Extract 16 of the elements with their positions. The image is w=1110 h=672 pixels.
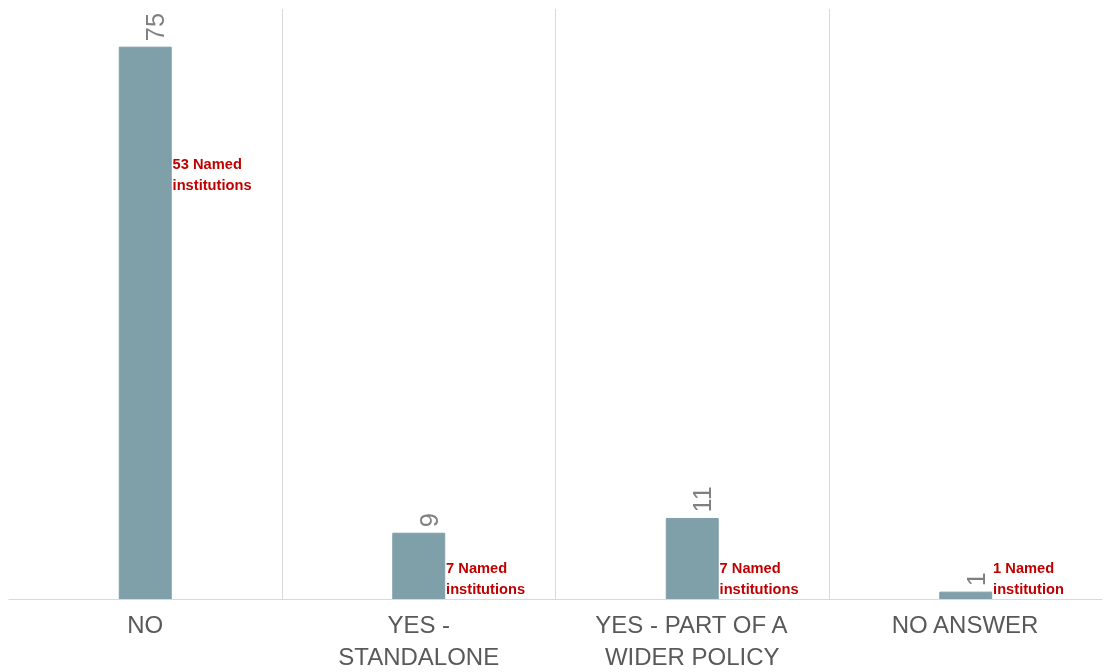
x-tick-label: NO [127,610,164,638]
x-tick-label: YES - PART OF A WIDER POLICY [595,610,788,670]
data-label: 9 [414,513,443,528]
x-tick-label: YES - STANDALONE [338,610,500,670]
bar [392,532,446,600]
annotation: 7 Named institutions [719,560,799,598]
annotation: 1 Named institution [993,560,1064,598]
data-label: 1 [961,572,990,587]
data-label: 11 [688,486,717,513]
annotation: 7 Named institutions [446,560,526,598]
annotation: 53 Named institutions [172,155,252,193]
data-label: 75 [141,12,170,42]
bar [665,517,719,600]
bar [939,591,993,600]
bar [118,46,172,600]
x-tick-label: NO ANSWER [891,610,1039,638]
